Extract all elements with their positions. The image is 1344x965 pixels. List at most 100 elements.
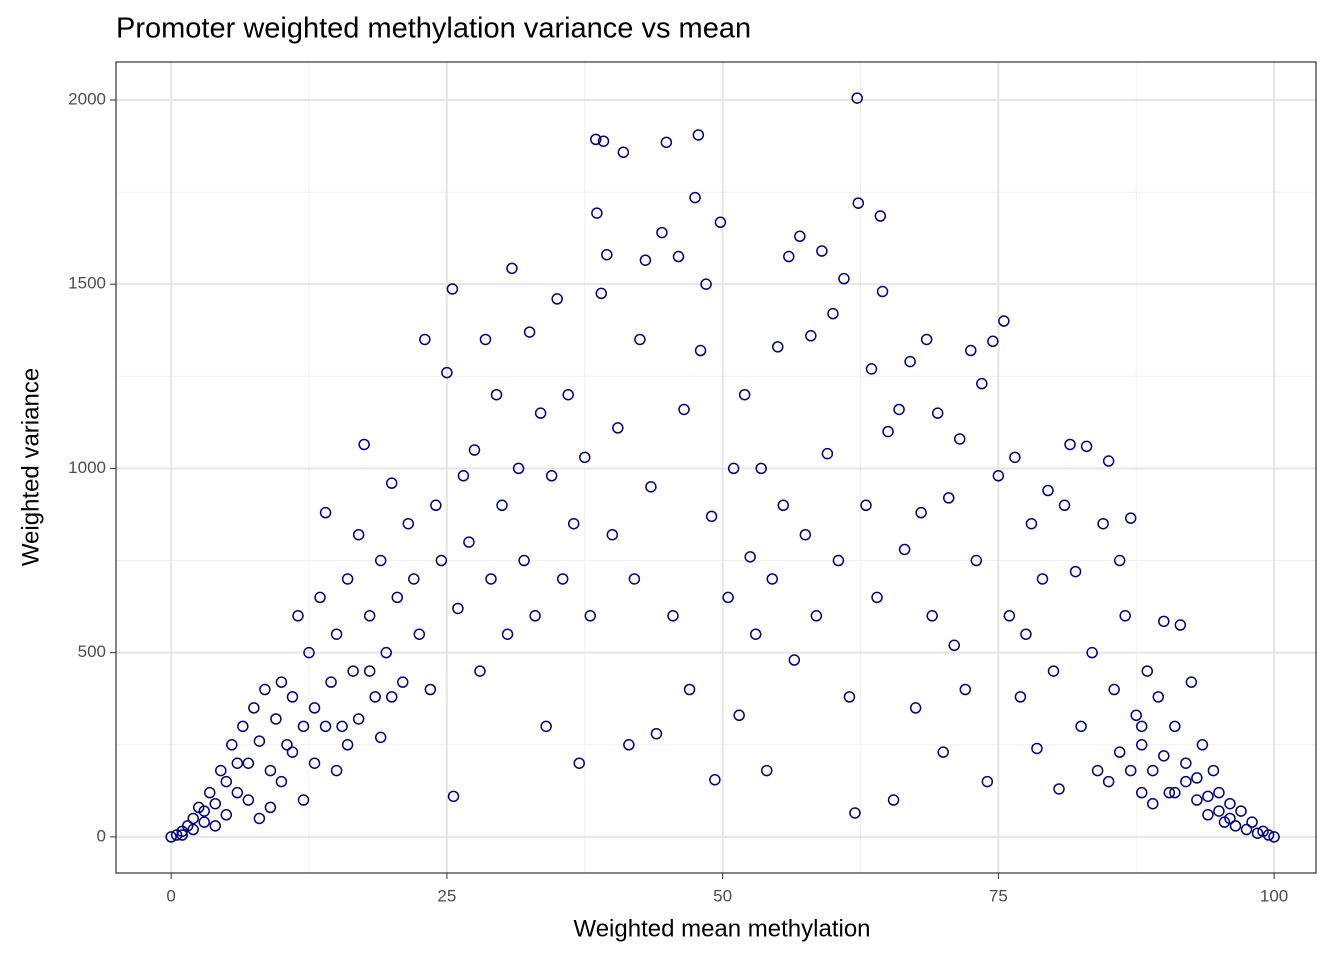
point [1268,831,1280,843]
point [788,654,801,666]
point [220,775,233,788]
point [981,775,994,788]
point [275,775,288,788]
point [1191,794,1203,806]
point [1031,742,1043,755]
y-tick-label: 2000 [68,89,106,108]
point [656,226,668,239]
point [479,333,492,346]
point [1158,750,1170,762]
point [501,628,514,640]
point [623,739,635,751]
point [303,646,315,659]
point [209,797,222,810]
point [591,207,603,219]
point [363,610,376,622]
point [1102,455,1115,467]
points [165,92,1280,843]
point [523,326,536,338]
point [1135,720,1148,733]
point [286,746,299,758]
point [237,720,249,733]
point [518,554,530,567]
point [1097,517,1109,530]
grid [116,62,1316,873]
point [1240,823,1253,836]
point [1124,512,1137,524]
point [474,665,486,677]
point [380,646,392,659]
point [1075,720,1087,733]
point [645,481,657,493]
point [766,573,778,585]
y-tick-label: 500 [78,642,106,661]
point [694,344,707,357]
point [909,702,922,714]
point [904,355,916,368]
point [617,146,630,159]
point [369,691,381,703]
point [556,573,569,585]
point [794,230,806,243]
point [1213,805,1225,817]
point [954,433,966,445]
point [874,210,887,222]
point [799,528,812,541]
point [709,774,721,786]
point [1191,772,1203,784]
point [601,248,613,261]
point [1124,764,1137,777]
point [374,554,387,567]
point [639,254,652,266]
point [490,388,503,401]
point [545,470,558,482]
point [852,197,865,209]
point [1113,746,1126,758]
point [220,809,233,821]
point [805,330,817,342]
point [435,554,448,567]
point [628,573,641,585]
point [1180,757,1192,769]
point [976,377,988,390]
point [1108,683,1120,696]
point [1069,565,1082,578]
point [286,691,299,703]
point [714,216,727,229]
point [1058,499,1071,512]
point [849,807,861,819]
point [1169,786,1181,799]
point [1135,739,1148,751]
point [1119,610,1131,622]
point [810,610,823,622]
point [209,820,222,832]
x-axis-title: Weighted mean methylation [573,915,870,942]
point [408,573,420,585]
point [1202,809,1214,821]
point [534,407,547,419]
point [413,628,426,640]
point [1025,517,1038,530]
point [843,691,856,703]
point [292,610,304,622]
y-tick-label: 0 [97,826,106,845]
y-tick-label: 1000 [68,458,106,477]
point [1246,816,1258,828]
point [1174,619,1187,631]
point [987,335,999,348]
point [783,250,795,263]
point [777,499,790,512]
point [567,517,580,530]
point [1036,573,1049,585]
point [253,735,266,747]
point [705,510,718,523]
point [468,444,481,456]
point [1102,775,1115,788]
point [330,764,343,777]
point [816,245,828,257]
point [606,528,619,541]
point [187,823,199,836]
point [259,683,271,696]
